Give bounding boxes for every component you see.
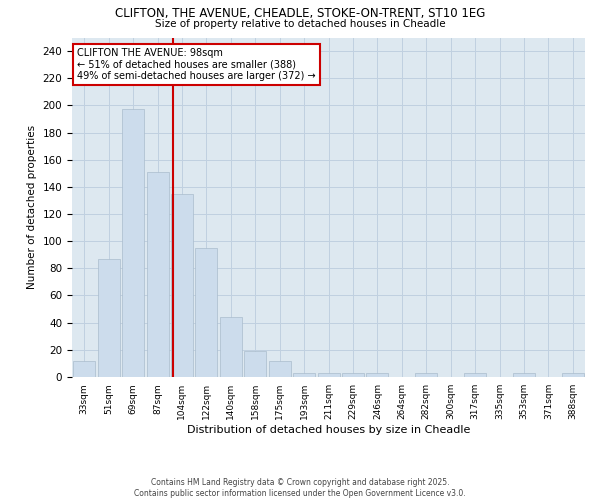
Bar	[317, 372, 340, 377]
Text: Size of property relative to detached houses in Cheadle: Size of property relative to detached ho…	[155, 19, 445, 29]
Text: CLIFTON, THE AVENUE, CHEADLE, STOKE-ON-TRENT, ST10 1EG: CLIFTON, THE AVENUE, CHEADLE, STOKE-ON-T…	[115, 8, 485, 20]
Text: CLIFTON THE AVENUE: 98sqm
← 51% of detached houses are smaller (388)
49% of semi: CLIFTON THE AVENUE: 98sqm ← 51% of detac…	[77, 48, 316, 81]
Bar	[98, 258, 119, 377]
Bar	[220, 317, 242, 377]
Bar	[122, 110, 144, 377]
Bar	[244, 351, 266, 377]
Bar	[196, 248, 217, 377]
Bar	[171, 194, 193, 377]
Bar	[415, 372, 437, 377]
X-axis label: Distribution of detached houses by size in Cheadle: Distribution of detached houses by size …	[187, 425, 470, 435]
Bar	[562, 372, 584, 377]
Bar	[269, 360, 290, 377]
Bar	[293, 372, 315, 377]
Bar	[464, 372, 486, 377]
Bar	[513, 372, 535, 377]
Bar	[73, 360, 95, 377]
Y-axis label: Number of detached properties: Number of detached properties	[27, 125, 37, 289]
Bar	[342, 372, 364, 377]
Bar	[367, 372, 388, 377]
Bar	[146, 172, 169, 377]
Text: Contains HM Land Registry data © Crown copyright and database right 2025.
Contai: Contains HM Land Registry data © Crown c…	[134, 478, 466, 498]
